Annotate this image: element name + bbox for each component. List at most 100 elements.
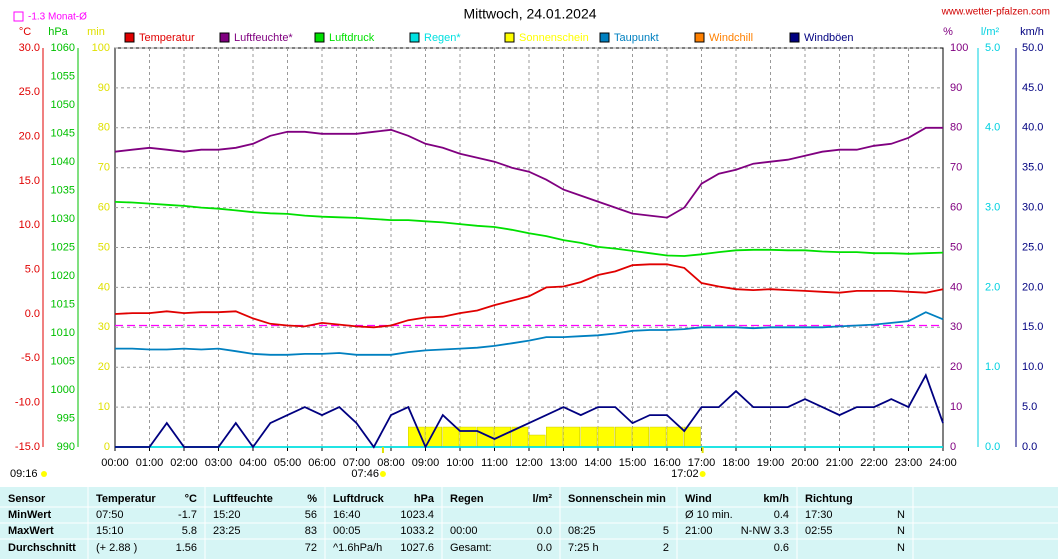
legend-label: Windchill (709, 32, 753, 44)
tick-label: 25.0 (19, 86, 40, 98)
tick-label: 1040 (51, 156, 75, 168)
axis-unit: km/h (1020, 26, 1044, 38)
legend-label: Luftdruck (329, 32, 375, 44)
series-line (115, 373, 944, 450)
table-cell: MaxWert (8, 525, 54, 537)
sun-bar (632, 426, 649, 448)
tick-label: 30.0 (19, 42, 40, 54)
table-header: Temperatur (96, 493, 156, 505)
legend-swatch (219, 32, 230, 43)
table-header: Wind (685, 493, 712, 505)
corner-dot (41, 471, 47, 477)
table-header: Luftdruck (333, 493, 385, 505)
table-header: % (307, 493, 317, 505)
tick-label: 70 (98, 162, 110, 174)
legend-swatch (599, 32, 610, 43)
series-line (115, 311, 944, 356)
tick-label: 1055 (51, 70, 75, 82)
x-tick-label: 19:00 (757, 457, 785, 469)
table-cell: 02:55 (805, 525, 833, 537)
legend-swatch (124, 32, 135, 43)
table-header: Sensor (8, 493, 46, 505)
legend-label: Luftfeuchte* (234, 32, 293, 44)
chart-title: Mittwoch, 24.01.2024 (463, 6, 596, 22)
tick-label: 1060 (51, 42, 75, 54)
table-cell: N (897, 542, 905, 554)
sun-bar (649, 426, 667, 448)
tick-label: 1.0 (985, 361, 1000, 373)
table-cell: 2 (663, 542, 669, 554)
corner-time: 09:16 (10, 468, 38, 480)
sun-event-label: 07:46 (351, 468, 379, 480)
table-cell: 1027.6 (400, 542, 434, 554)
table-cell: 16:40 (333, 509, 361, 521)
x-tick-label: 08:00 (377, 457, 405, 469)
table-cell: 1.56 (176, 542, 197, 554)
tick-label: 990 (57, 441, 75, 453)
tick-label: 995 (57, 412, 75, 424)
tick-label: 15.0 (19, 175, 40, 187)
table-cell: 08:25 (568, 525, 596, 537)
tick-label: 50 (950, 241, 962, 253)
x-tick-label: 06:00 (308, 457, 336, 469)
table-cell: 0.0 (537, 525, 552, 537)
x-tick-label: 22:00 (860, 457, 888, 469)
table-cell: Durchschnitt (8, 542, 76, 554)
tick-label: 10.0 (19, 219, 40, 231)
x-tick-label: 00:00 (101, 457, 129, 469)
x-tick-label: 12:00 (515, 457, 543, 469)
x-tick-label: 01:00 (136, 457, 164, 469)
tick-label: 30 (98, 321, 110, 333)
x-tick-label: 14:00 (584, 457, 612, 469)
tick-label: 10.0 (1022, 361, 1043, 373)
sun-bar (580, 426, 598, 448)
sun-bar (597, 426, 615, 448)
axis-unit: °C (19, 26, 31, 38)
tick-label: 1015 (51, 298, 75, 310)
tick-label: 0.0 (1022, 441, 1037, 453)
x-tick-label: 24:00 (929, 457, 957, 469)
tick-label: 40 (950, 281, 962, 293)
x-tick-label: 20:00 (791, 457, 819, 469)
table-cell: N (897, 525, 905, 537)
table-cell: 15:20 (213, 509, 241, 521)
tick-label: 90 (98, 82, 110, 94)
tick-label: 1025 (51, 241, 75, 253)
table-cell: 0.6 (774, 542, 789, 554)
tick-label: 40 (98, 281, 110, 293)
table-cell: 1033.2 (400, 525, 434, 537)
table-cell: 83 (305, 525, 317, 537)
x-tick-label: 03:00 (205, 457, 233, 469)
source: www.wetter-pfalzen.com (941, 7, 1050, 18)
axis-unit: % (943, 26, 953, 38)
tick-label: 100 (950, 42, 968, 54)
tick-label: 25.0 (1022, 241, 1043, 253)
x-tick-label: 09:00 (412, 457, 440, 469)
series-line (114, 201, 944, 257)
table-cell: 00:05 (333, 525, 361, 537)
tick-label: 1020 (51, 270, 75, 282)
x-tick-label: 10:00 (446, 457, 474, 469)
table-cell: 5.8 (182, 525, 197, 537)
table-cell: Ø 10 min. (685, 509, 733, 521)
x-tick-label: 07:00 (343, 457, 371, 469)
tick-label: 3.0 (985, 202, 1000, 214)
tick-label: 5.0 (1022, 401, 1037, 413)
table-cell: 15:10 (96, 525, 124, 537)
legend-swatch (504, 32, 515, 43)
tick-label: 1045 (51, 127, 75, 139)
tick-label: -5.0 (21, 352, 40, 364)
table-header: Richtung (805, 493, 853, 505)
legend-label: Sonnenschein (519, 32, 589, 44)
table-cell: 56 (305, 509, 317, 521)
tick-label: 20 (950, 361, 962, 373)
table-cell: 0.4 (774, 509, 789, 521)
x-tick-label: 23:00 (895, 457, 923, 469)
tick-label: 0.0 (985, 441, 1000, 453)
tick-label: 5.0 (25, 264, 40, 276)
series-line (114, 263, 944, 329)
tick-label: 1010 (51, 327, 75, 339)
table-cell: N-NW 3.3 (741, 525, 789, 537)
tick-label: 1030 (51, 213, 75, 225)
